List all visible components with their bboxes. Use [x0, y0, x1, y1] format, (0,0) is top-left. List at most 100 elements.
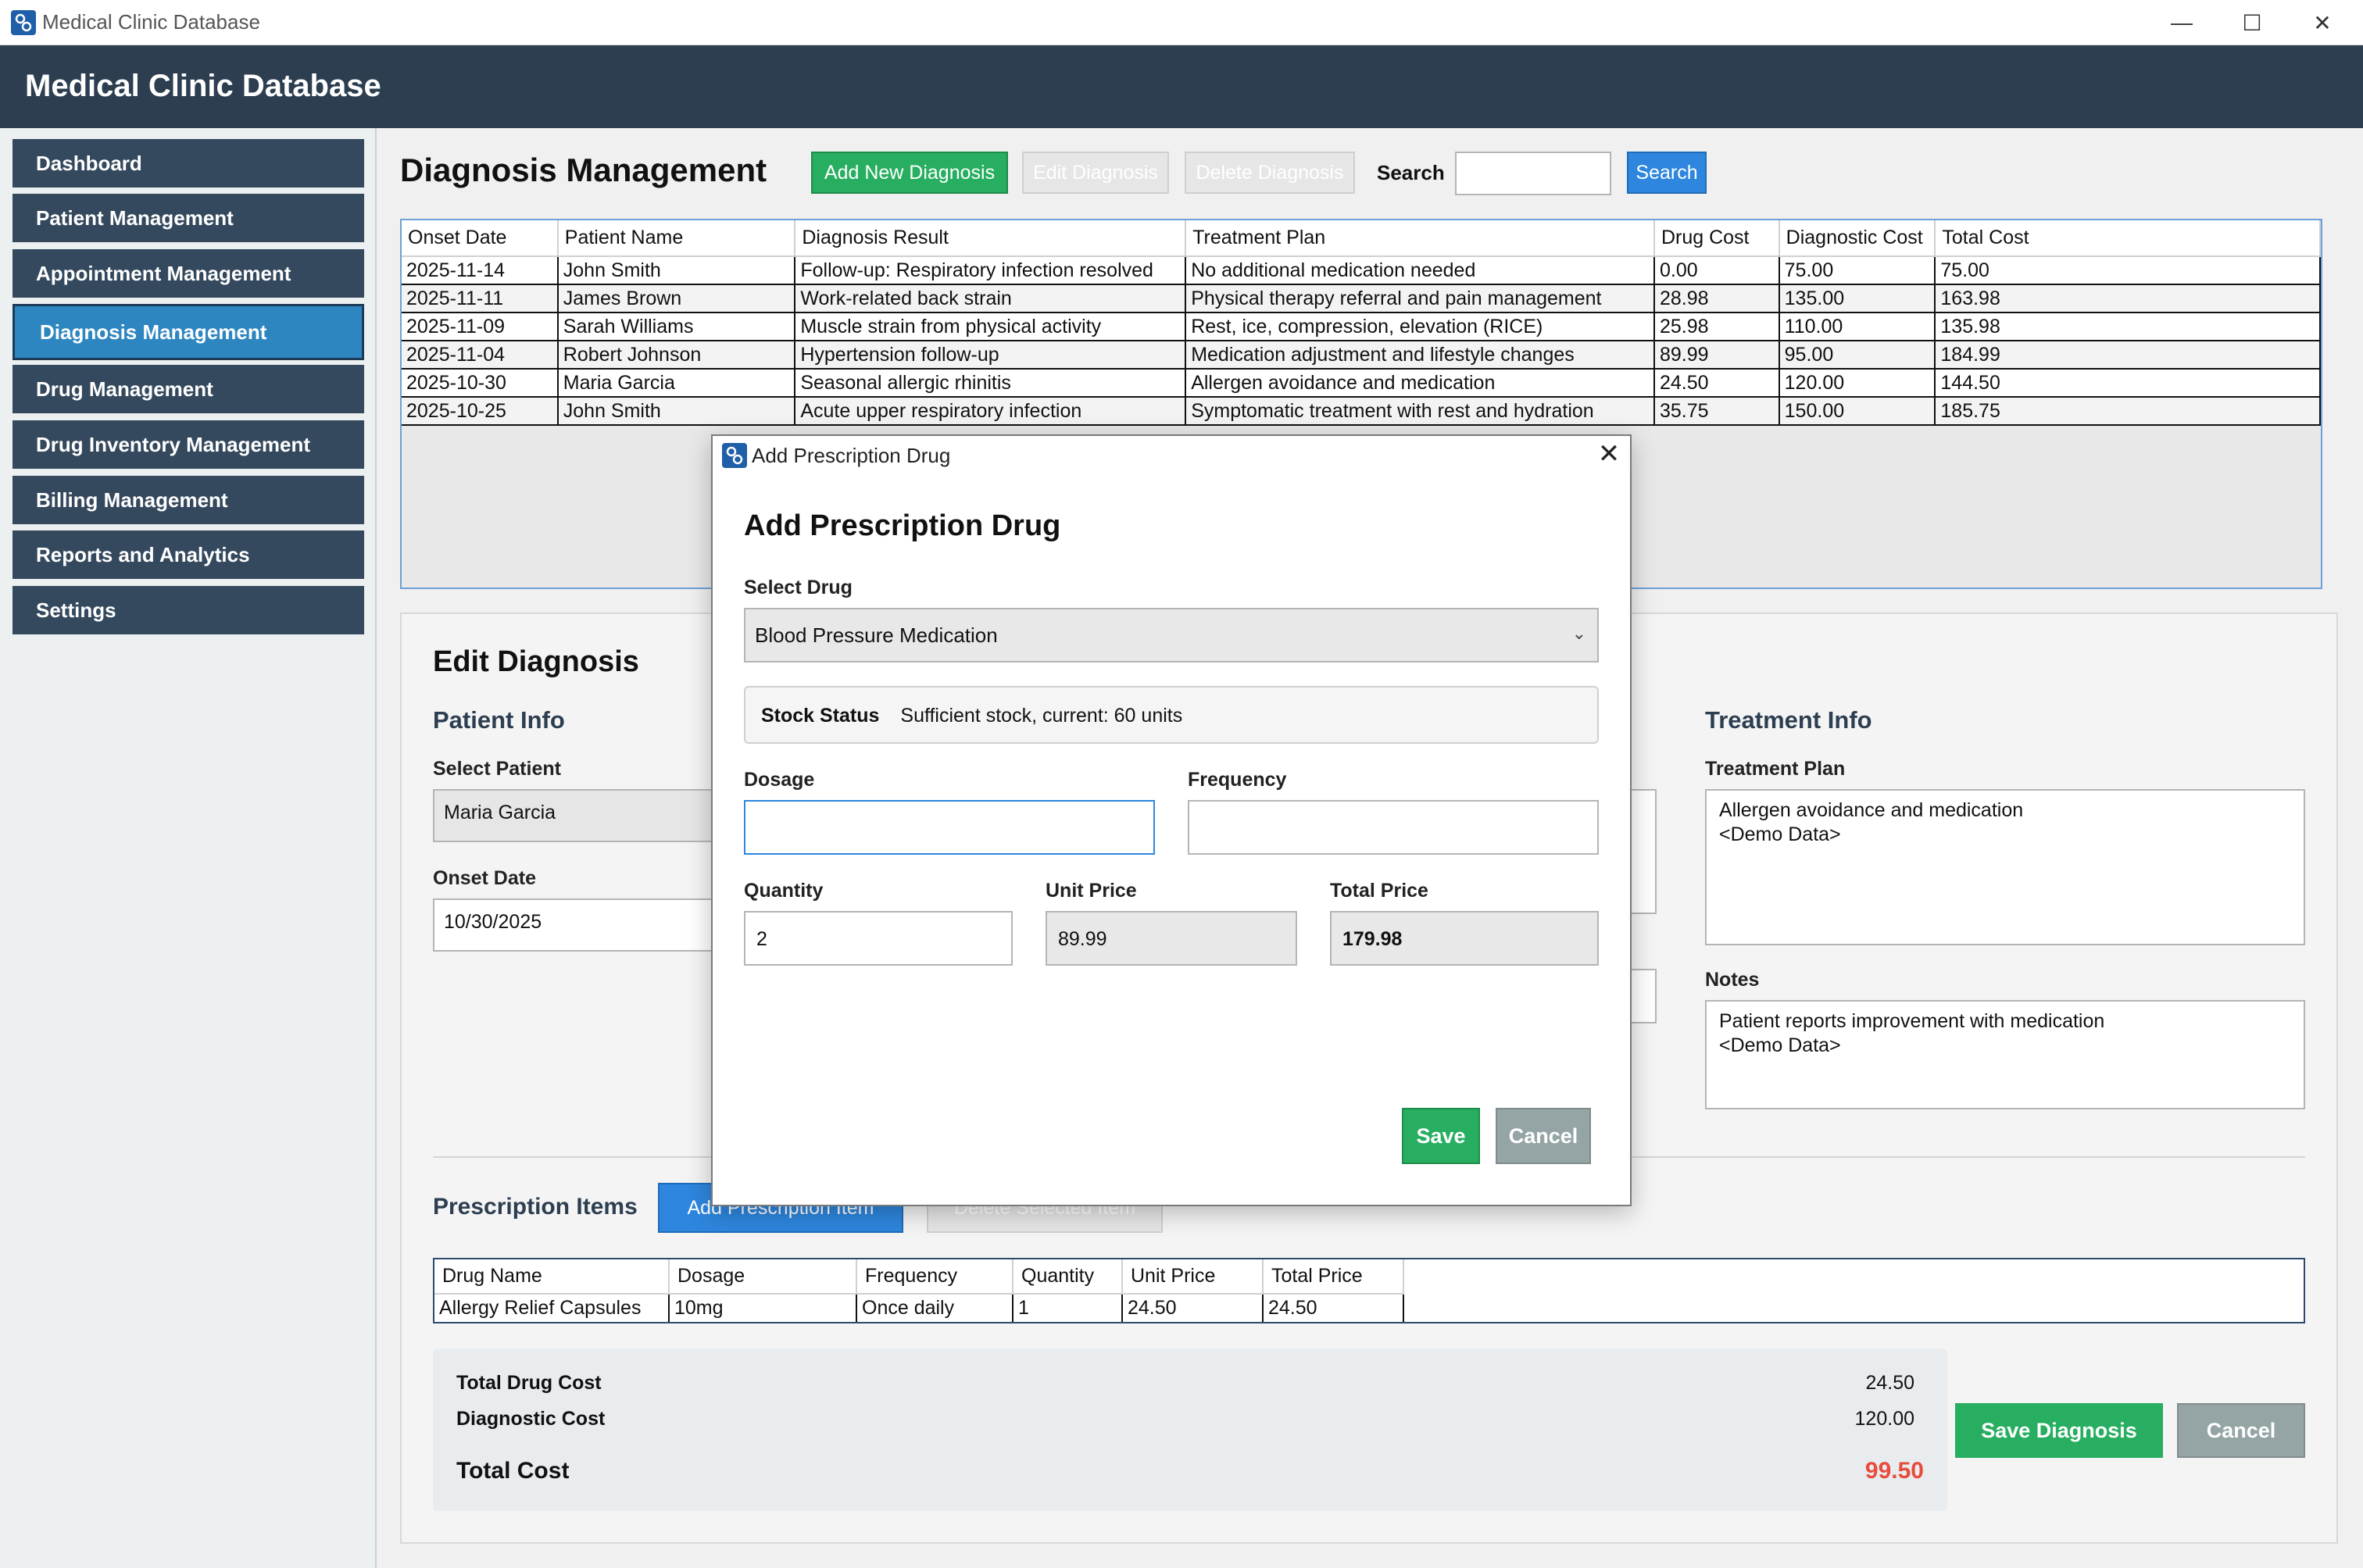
table-cell: 35.75 [1653, 397, 1780, 426]
table-header-row: Onset Date Patient Name Diagnosis Result… [402, 220, 2321, 257]
table-cell: Maria Garcia [557, 369, 796, 398]
total-drug-cost-label: Total Drug Cost [456, 1372, 602, 1394]
dialog-save-button[interactable]: Save [1402, 1108, 1480, 1164]
table-cell: 10mg [669, 1294, 857, 1322]
total-cost-value: 99.50 [1864, 1458, 1924, 1484]
sidebar-item-billing-management[interactable]: Billing Management [13, 476, 364, 524]
quantity-input[interactable]: 2 [744, 911, 1013, 966]
table-cell: Robert Johnson [557, 341, 796, 370]
search-button[interactable]: Search [1627, 152, 1707, 194]
column-header[interactable]: Onset Date [402, 220, 559, 257]
dialog-cancel-button[interactable]: Cancel [1496, 1108, 1591, 1164]
table-row[interactable]: 2025-11-09 Sarah Williams Muscle strain … [402, 313, 2321, 341]
table-cell: Muscle strain from physical activity [795, 313, 1187, 341]
dosage-input[interactable] [744, 800, 1155, 855]
table-row[interactable]: 2025-11-14 John Smith Follow-up: Respira… [402, 256, 2321, 285]
diagnostic-cost-value: 120.00 [1854, 1408, 1914, 1430]
column-header[interactable]: Total Price [1263, 1259, 1404, 1295]
column-header[interactable]: Diagnosis Result [795, 220, 1187, 257]
stock-status-box: Stock Status Sufficient stock, current: … [744, 686, 1599, 744]
sidebar-item-drug-inventory-management[interactable]: Drug Inventory Management [13, 420, 364, 469]
column-header[interactable]: Dosage [669, 1259, 857, 1295]
table-cell: Allergen avoidance and medication [1185, 369, 1655, 398]
select-patient-dropdown[interactable]: Maria Garcia [433, 789, 714, 842]
select-drug-dropdown[interactable]: Blood Pressure Medication ⌄ [744, 608, 1599, 663]
table-cell: 28.98 [1653, 284, 1780, 313]
table-cell: Allergy Relief Capsules [434, 1294, 670, 1322]
table-row[interactable]: 2025-10-25 John Smith Acute upper respir… [402, 397, 2321, 426]
table-cell: James Brown [557, 284, 796, 313]
frequency-label: Frequency [1188, 769, 1287, 791]
table-cell: 2025-10-25 [402, 397, 559, 426]
sidebar-item-patient-management[interactable]: Patient Management [13, 194, 364, 242]
unit-price-field: 89.99 [1046, 911, 1297, 966]
app-header-title: Medical Clinic Database [25, 69, 381, 103]
maximize-button[interactable]: ☐ [2242, 10, 2262, 35]
table-row[interactable]: 2025-11-11 James Brown Work-related back… [402, 284, 2321, 313]
chevron-down-icon: ⌄ [1571, 623, 1586, 643]
sidebar-item-drug-management[interactable]: Drug Management [13, 365, 364, 413]
table-cell: 135.00 [1779, 284, 1936, 313]
edit-diagnosis-button[interactable]: Edit Diagnosis [1022, 152, 1169, 194]
onset-date-picker[interactable]: 10/30/2025 [433, 898, 714, 952]
column-header[interactable]: Diagnostic Cost [1779, 220, 1936, 257]
sidebar-item-appointment-management[interactable]: Appointment Management [13, 249, 364, 298]
dosage-label: Dosage [744, 769, 815, 791]
stock-status-value: Sufficient stock, current: 60 units [900, 705, 1183, 727]
delete-diagnosis-button[interactable]: Delete Diagnosis [1185, 152, 1355, 194]
table-cell: Physical therapy referral and pain manag… [1185, 284, 1655, 313]
sidebar-item-dashboard[interactable]: Dashboard [13, 139, 364, 188]
prescription-items-table: Drug Name Dosage Frequency Quantity Unit… [433, 1258, 2305, 1323]
total-drug-cost-value: 24.50 [1865, 1372, 1914, 1394]
table-cell: 24.50 [1653, 369, 1780, 398]
unit-price-label: Unit Price [1046, 880, 1137, 902]
select-drug-label: Select Drug [744, 577, 853, 598]
edit-diagnosis-title: Edit Diagnosis [433, 645, 639, 678]
column-header[interactable]: Drug Cost [1653, 220, 1780, 257]
page-title: Diagnosis Management [400, 152, 767, 188]
column-header[interactable]: Unit Price [1122, 1259, 1264, 1295]
onset-date-label: Onset Date [433, 867, 536, 889]
app-header: Medical Clinic Database [0, 45, 2363, 128]
close-icon[interactable]: ✕ [1597, 439, 1621, 469]
table-cell: 95.00 [1779, 341, 1936, 370]
table-cell: 144.50 [1935, 369, 2321, 398]
notes-textarea[interactable]: Patient reports improvement with medicat… [1705, 1000, 2305, 1109]
notes-label: Notes [1705, 969, 1760, 991]
table-cell: Rest, ice, compression, elevation (RICE) [1185, 313, 1655, 341]
search-input[interactable] [1455, 152, 1611, 195]
table-cell: 2025-11-11 [402, 284, 559, 313]
table-cell: 163.98 [1935, 284, 2321, 313]
frequency-input[interactable] [1188, 800, 1599, 855]
table-cell: Hypertension follow-up [795, 341, 1187, 370]
table-cell: 2025-11-14 [402, 256, 559, 285]
table-cell: 2025-11-09 [402, 313, 559, 341]
column-header[interactable]: Treatment Plan [1185, 220, 1655, 257]
table-cell: John Smith [557, 256, 796, 285]
prescription-items-heading: Prescription Items [433, 1194, 638, 1220]
sidebar-item-diagnosis-management[interactable]: Diagnosis Management [13, 304, 364, 360]
total-cost-label: Total Cost [456, 1458, 570, 1484]
save-diagnosis-button[interactable]: Save Diagnosis [1955, 1403, 2163, 1458]
table-cell: 24.50 [1122, 1294, 1264, 1322]
column-header[interactable]: Drug Name [434, 1259, 670, 1295]
table-cell: John Smith [557, 397, 796, 426]
table-row[interactable]: 2025-10-30 Maria Garcia Seasonal allergi… [402, 369, 2321, 398]
add-new-diagnosis-button[interactable]: Add New Diagnosis [811, 152, 1008, 194]
table-cell: Once daily [856, 1294, 1013, 1322]
treatment-plan-textarea[interactable]: Allergen avoidance and medication <Demo … [1705, 789, 2305, 945]
column-header[interactable]: Frequency [856, 1259, 1013, 1295]
diagnostic-cost-label: Diagnostic Cost [456, 1408, 606, 1430]
column-header[interactable]: Quantity [1013, 1259, 1123, 1295]
cancel-diagnosis-button[interactable]: Cancel [2177, 1403, 2305, 1458]
column-header[interactable]: Total Cost [1935, 220, 2321, 257]
column-header[interactable]: Patient Name [557, 220, 796, 257]
window-close-button[interactable]: ✕ [2313, 10, 2332, 35]
table-cell: 120.00 [1779, 369, 1936, 398]
table-row[interactable]: Allergy Relief Capsules 10mg Once daily … [434, 1294, 1404, 1322]
table-row[interactable]: 2025-11-04 Robert Johnson Hypertension f… [402, 341, 2321, 370]
sidebar-item-settings[interactable]: Settings [13, 586, 364, 634]
sidebar-item-reports-and-analytics[interactable]: Reports and Analytics [13, 530, 364, 579]
minimize-button[interactable]: — [2171, 10, 2193, 34]
table-cell: 185.75 [1935, 397, 2321, 426]
